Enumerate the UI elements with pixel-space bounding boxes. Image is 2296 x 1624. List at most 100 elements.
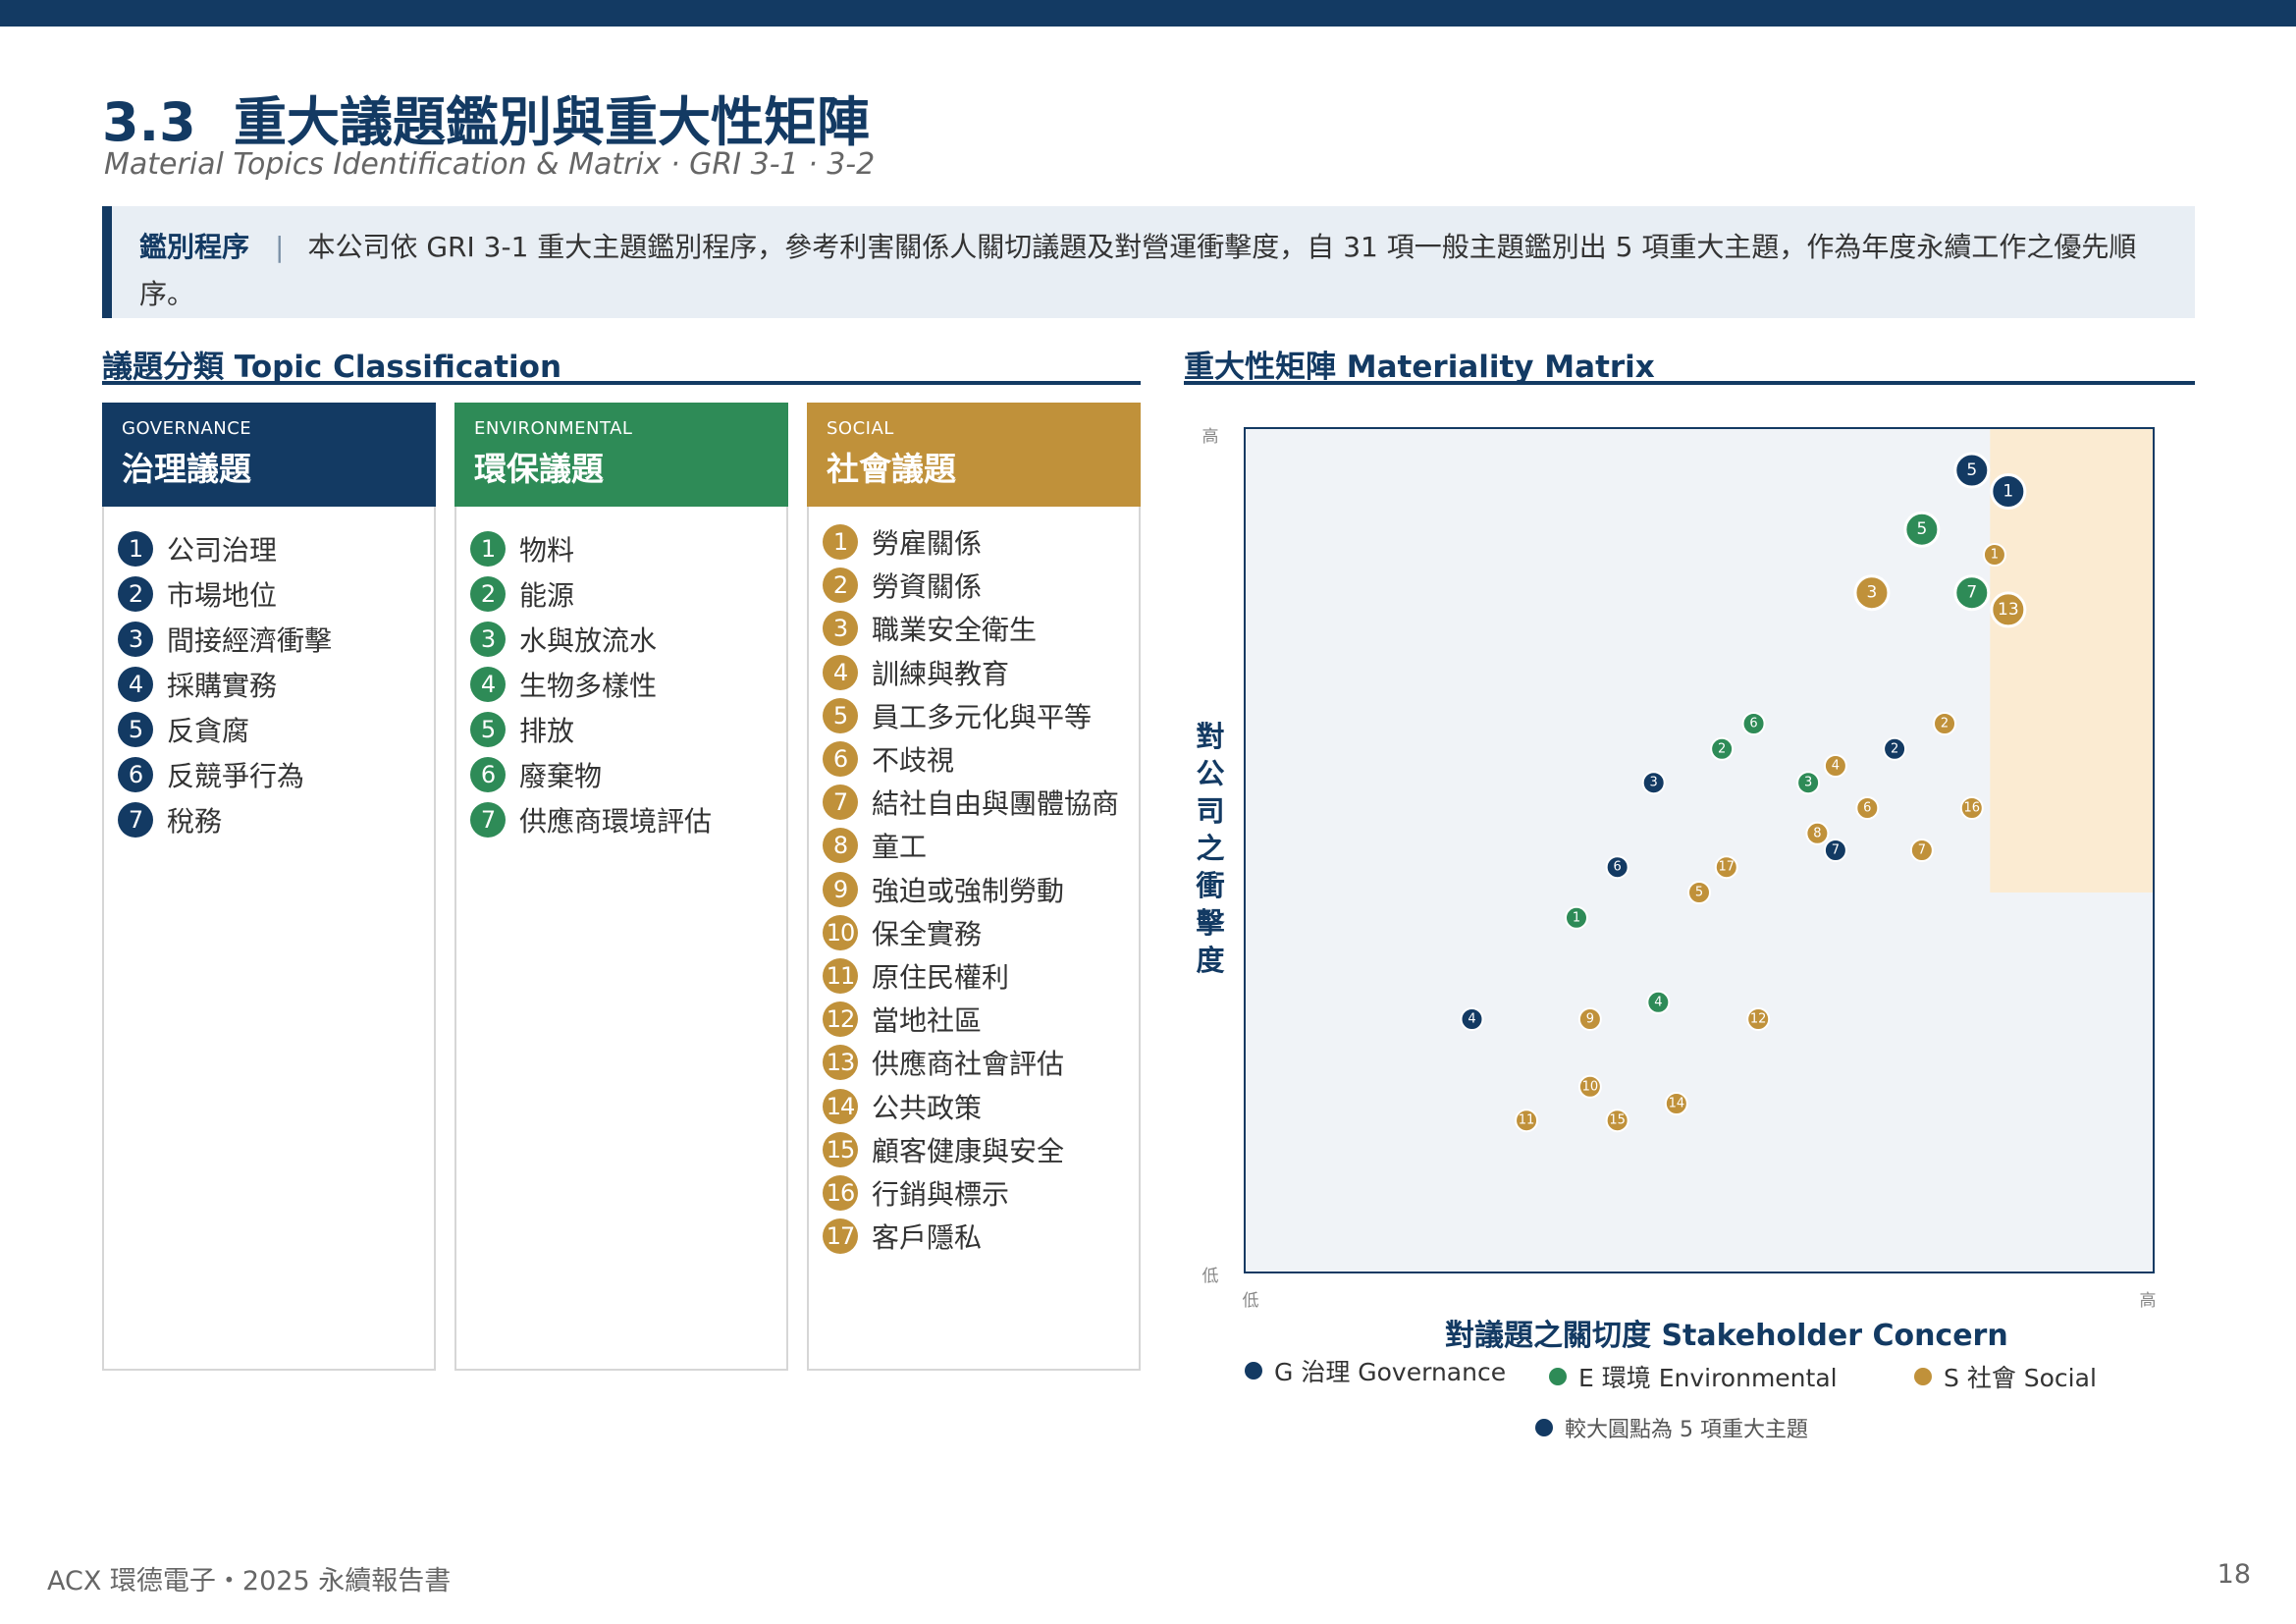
social-card-zh: 社會議題 [827,450,956,488]
topic-number-badge: 7 [823,785,858,821]
governance-card-en: GOVERNANCE [122,418,252,439]
matrix-point-label: 8 [1813,826,1821,840]
matrix-point-s-7 [1909,839,1934,862]
topic-label: 市場地位 [167,579,278,612]
legend-social-dot [1914,1368,1932,1385]
legend-social: S 社會 Social [1914,1359,2097,1394]
topic-item: 4 採購實務 [118,662,434,707]
topic-item: 1 勞雇關係 [823,520,1139,564]
environmental-card-zh: 環保議題 [474,450,604,488]
matrix-point-label: 17 [1719,860,1735,875]
topic-item: 7 稅務 [118,797,434,842]
topic-number-badge: 2 [118,576,153,612]
matrix-point-label: 3 [1650,776,1658,790]
matrix-point-label: 16 [1964,801,1981,816]
matrix-point-e-1 [1564,905,1588,930]
topic-number-badge: 7 [118,802,153,838]
matrix-point-s-1 [1982,543,2006,567]
topic-number-badge: 7 [470,802,506,838]
classification-rule [102,381,1141,385]
topic-label: 公司治理 [167,534,278,567]
matrix-point-e-5 [1903,511,1941,548]
topic-label: 間接經濟衝擊 [167,624,333,657]
matrix-point-g-2 [1883,736,1907,761]
classification-heading: 議題分類 Topic Classification [102,350,562,385]
social-topic-list: 1 勞雇關係 2 勞資關係 3 職業安全衛生 4 訓練與教育 5 員工多元化與平等 6 不歧視 7 結社自… [809,507,1139,1258]
matrix-point-g-6 [1605,855,1629,880]
governance-card-header: GOVERNANCE 治理議題 [102,403,436,507]
matrix-point-label: 4 [1832,759,1840,774]
topic-label: 反貪腐 [167,715,250,747]
topic-item: 8 童工 [823,824,1139,867]
legend-governance-dot [1245,1362,1262,1380]
topic-number-badge: 3 [470,622,506,657]
topic-label: 生物多樣性 [519,670,658,702]
matrix-point-label: 5 [1966,460,1977,480]
topic-label: 水與放流水 [519,624,658,657]
topic-number-badge: 1 [823,524,858,561]
y-axis-title-char: 之 [1196,832,1224,865]
matrix-point-label: 9 [1586,1012,1594,1027]
matrix-point-label: 1 [2002,482,2013,502]
intro-callout: 鑑別程序 | 本公司依 GRI 3-1 重大主題鑑別程序，參考利害關係人關切議題及對… [102,206,2195,318]
topic-label: 物料 [519,534,575,567]
topic-number-badge: 6 [823,741,858,778]
topic-label: 行銷與標示 [872,1177,1010,1211]
topic-item: 2 能源 [470,571,786,617]
governance-topic-list: 1 公司治理 2 市場地位 3 間接經濟衝擊 4 採購實務 5 反貪腐 6 反競爭行為 7 稅務 [104,507,434,842]
governance-card: GOVERNANCE 治理議題 1 公司治理 2 市場地位 3 間接經濟衝擊 4 採購實務 5 反… [102,403,436,1371]
x-axis-title: 對議題之關切度 Stakeholder Concern [1445,1319,2008,1353]
y-axis-title-char: 度 [1196,944,1224,977]
matrix-point-label: 7 [1966,583,1977,603]
intro-separator: | [275,231,285,263]
topic-label: 廢棄物 [519,760,603,792]
topic-item: 6 反競爭行為 [118,752,434,797]
topic-item: 13 供應商社會評估 [823,1041,1139,1084]
matrix-point-s-16 [1959,796,1984,820]
topic-number-badge: 8 [823,828,858,864]
y-axis-low-label: 低 [1202,1267,1219,1286]
topic-number-badge: 9 [823,871,858,907]
topic-item: 3 職業安全衛生 [823,607,1139,650]
section-number: 3.3 [102,91,196,153]
matrix-point-e-7 [1953,574,1991,612]
matrix-point-label: 7 [1918,843,1926,858]
topic-label: 不歧視 [872,744,955,778]
intro-label: 鑑別程序 [139,231,250,263]
matrix-point-g-5 [1953,452,1991,489]
x-axis-low-label: 低 [1243,1291,1259,1311]
legend-governance: G 治理 Governance [1245,1353,1506,1388]
matrix-rule [1184,381,2195,385]
environmental-card-header: ENVIRONMENTAL 環保議題 [454,403,788,507]
matrix-point-label: 12 [1750,1012,1767,1027]
matrix-point-label: 1 [1991,548,1999,563]
topic-number-badge: 2 [470,576,506,612]
topic-label: 訓練與教育 [872,657,1010,690]
social-card-en: SOCIAL [827,418,894,439]
topic-number-badge: 10 [823,914,858,950]
legend-note-label: 較大圓點為 5 項重大主題 [1565,1418,1808,1442]
topic-item: 4 生物多樣性 [470,662,786,707]
topic-item: 9 強迫或強制勞動 [823,868,1139,911]
topic-item: 5 排放 [470,707,786,752]
topic-item: 14 公共政策 [823,1084,1139,1127]
matrix-point-s-12 [1746,1007,1771,1031]
environmental-card-en: ENVIRONMENTAL [474,418,633,439]
topic-number-badge: 3 [823,611,858,647]
legend-environmental-label: E 環境 Environmental [1578,1364,1838,1392]
matrix-point-label: 1 [1573,910,1580,925]
topic-label: 供應商社會評估 [872,1048,1065,1081]
topic-number-badge: 5 [118,712,153,747]
matrix-point-label: 4 [1654,995,1662,1009]
topic-item: 2 市場地位 [118,571,434,617]
topic-item: 1 公司治理 [118,526,434,571]
matrix-point-label: 6 [1863,801,1871,816]
topic-label: 員工多元化與平等 [872,700,1093,733]
topic-number-badge: 4 [823,654,858,690]
environmental-topic-list: 1 物料 2 能源 3 水與放流水 4 生物多樣性 5 排放 6 廢棄物 7 供應商環境評估 [456,507,786,842]
legend-governance-label: G 治理 Governance [1274,1358,1507,1386]
topic-label: 供應商環境評估 [519,805,713,838]
topic-number-badge: 3 [118,622,153,657]
